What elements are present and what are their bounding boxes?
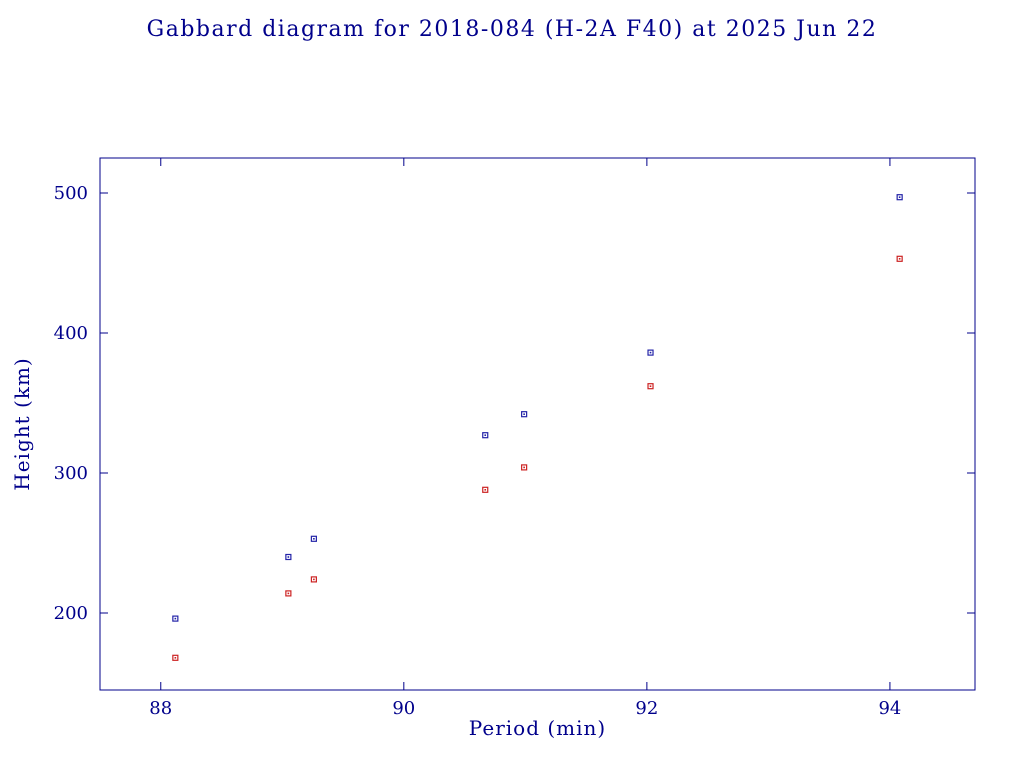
perigee-marker bbox=[896, 255, 903, 262]
apogee-marker-dot bbox=[174, 617, 177, 620]
y-tick-label: 400 bbox=[54, 323, 88, 344]
perigee-marker bbox=[647, 383, 654, 390]
perigee-marker-dot bbox=[649, 385, 652, 387]
perigee-marker-dot bbox=[484, 489, 487, 491]
apogee-marker bbox=[647, 349, 654, 356]
x-tick-label: 88 bbox=[149, 698, 172, 719]
apogee-marker-dot bbox=[649, 351, 652, 354]
apogee-marker bbox=[310, 535, 317, 542]
apogee-marker bbox=[521, 411, 528, 418]
apogee-marker bbox=[285, 553, 292, 561]
apogee-marker bbox=[896, 194, 903, 201]
perigee-marker bbox=[521, 464, 528, 471]
apogee-marker-dot bbox=[484, 434, 487, 436]
x-tick-label: 92 bbox=[635, 698, 658, 719]
perigee-marker-dot bbox=[898, 258, 901, 260]
perigee-marker bbox=[172, 654, 179, 661]
perigee-marker bbox=[310, 576, 317, 583]
y-tick-label: 300 bbox=[54, 463, 88, 484]
x-axis-label: Period (min) bbox=[468, 716, 607, 740]
perigee-marker-dot bbox=[313, 578, 315, 581]
x-tick-label: 94 bbox=[878, 698, 901, 719]
apogee-marker bbox=[482, 432, 489, 439]
perigee-marker-dot bbox=[523, 466, 525, 469]
y-tick-label: 500 bbox=[54, 183, 88, 204]
perigee-marker bbox=[482, 486, 489, 493]
plot-frame bbox=[99, 157, 976, 691]
perigee-marker-dot bbox=[287, 592, 290, 595]
perigee-marker-dot bbox=[174, 657, 177, 659]
apogee-marker-dot bbox=[898, 196, 901, 198]
chart-title: Gabbard diagram for 2018-084 (H-2A F40) … bbox=[146, 17, 878, 42]
apogee-marker-dot bbox=[287, 556, 290, 558]
y-axis-label: Height (km) bbox=[10, 357, 34, 491]
apogee-marker bbox=[172, 615, 179, 622]
apogee-marker-dot bbox=[523, 413, 525, 415]
perigee-marker bbox=[285, 590, 292, 597]
x-tick-label: 90 bbox=[392, 698, 415, 719]
y-tick-label: 200 bbox=[54, 603, 88, 624]
apogee-marker-dot bbox=[313, 538, 315, 540]
